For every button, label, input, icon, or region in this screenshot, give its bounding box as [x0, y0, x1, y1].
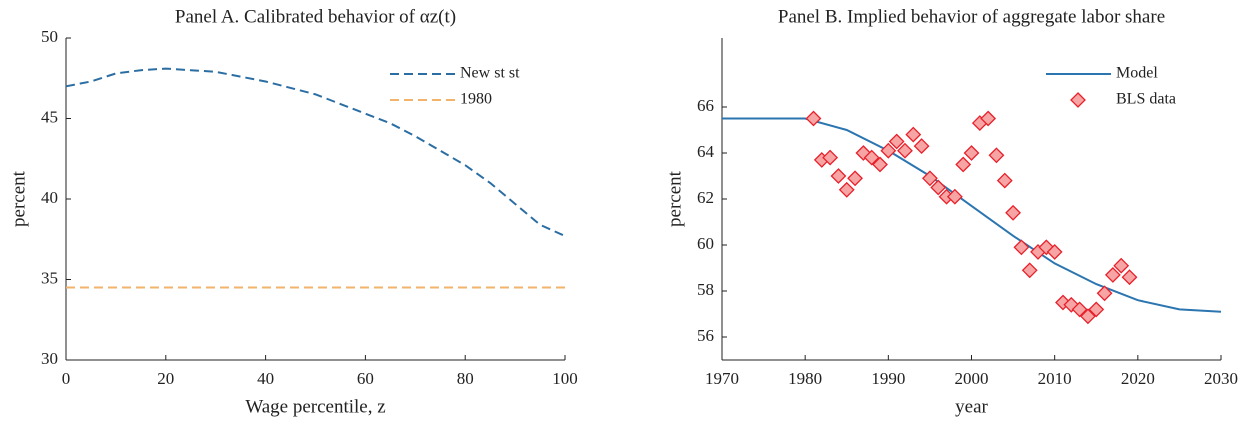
x-tick-label: 1980 [788, 369, 822, 388]
legend-label: BLS data [1116, 91, 1176, 108]
x-tick-label: 40 [257, 369, 274, 388]
x-tick-label: 80 [457, 369, 474, 388]
data-point [1088, 301, 1105, 318]
data-point [1104, 266, 1121, 283]
y-tick-label: 30 [41, 349, 58, 368]
data-point [905, 126, 922, 143]
y-tick-label: 62 [697, 188, 714, 207]
data-point [980, 110, 997, 127]
x-axis-label: year [955, 396, 988, 417]
data-point [897, 142, 913, 159]
data-point [872, 156, 888, 173]
series-line [722, 117, 1222, 313]
x-tick-label: 60 [357, 369, 374, 388]
y-tick-label: 56 [697, 326, 714, 345]
data-point [1021, 262, 1038, 279]
legend-swatch [1070, 92, 1086, 108]
data-point [930, 179, 947, 196]
x-tick-label: 100 [552, 369, 578, 388]
data-point [921, 170, 938, 187]
y-tick-label: 45 [41, 107, 58, 126]
x-tick-label: 2030 [1204, 369, 1238, 388]
y-tick-label: 66 [697, 96, 714, 115]
x-tick-label: 1990 [871, 369, 905, 388]
series-line [65, 67, 566, 237]
data-point [822, 149, 839, 166]
legend-label: 1980 [460, 91, 492, 108]
data-point [888, 133, 905, 150]
chart-title: Panel A. Calibrated behavior of αz(t) [175, 6, 456, 27]
data-point [988, 147, 1005, 164]
data-point [880, 142, 897, 159]
y-axis-label: percent [664, 170, 685, 227]
data-point [1071, 301, 1088, 318]
data-point [1113, 257, 1130, 274]
y-tick-label: 40 [41, 188, 58, 207]
data-point [1080, 308, 1096, 325]
x-tick-label: 0 [62, 369, 71, 388]
data-point [913, 138, 930, 155]
data-point [963, 145, 980, 161]
data-point [1096, 285, 1113, 302]
y-tick-label: 58 [697, 280, 714, 299]
y-tick-label: 50 [41, 27, 58, 46]
chart-title: Panel B. Implied behavior of aggregate l… [778, 6, 1165, 27]
x-axis-label: Wage percentile, z [245, 396, 385, 417]
data-point [1013, 239, 1030, 256]
legend-label: New st st [460, 65, 520, 82]
x-tick-label: 20 [157, 369, 174, 388]
data-point [946, 188, 963, 205]
x-tick-label: 1970 [705, 369, 739, 388]
data-point [863, 149, 880, 166]
y-axis-label: percent [8, 170, 29, 227]
x-tick-label: 2000 [955, 369, 989, 388]
data-point [996, 172, 1013, 189]
legend-label: Model [1116, 65, 1158, 82]
data-point [838, 181, 855, 198]
data-point [955, 156, 972, 173]
x-tick-label: 2010 [1038, 369, 1072, 388]
data-point [830, 168, 847, 184]
data-point [1046, 243, 1063, 260]
data-point [805, 110, 822, 127]
data-point [847, 170, 863, 187]
x-tick-label: 2020 [1121, 369, 1155, 388]
y-tick-label: 35 [41, 268, 58, 287]
data-point [1121, 269, 1138, 286]
y-tick-label: 60 [697, 234, 714, 253]
y-tick-label: 64 [697, 142, 715, 161]
data-point [1005, 204, 1021, 221]
